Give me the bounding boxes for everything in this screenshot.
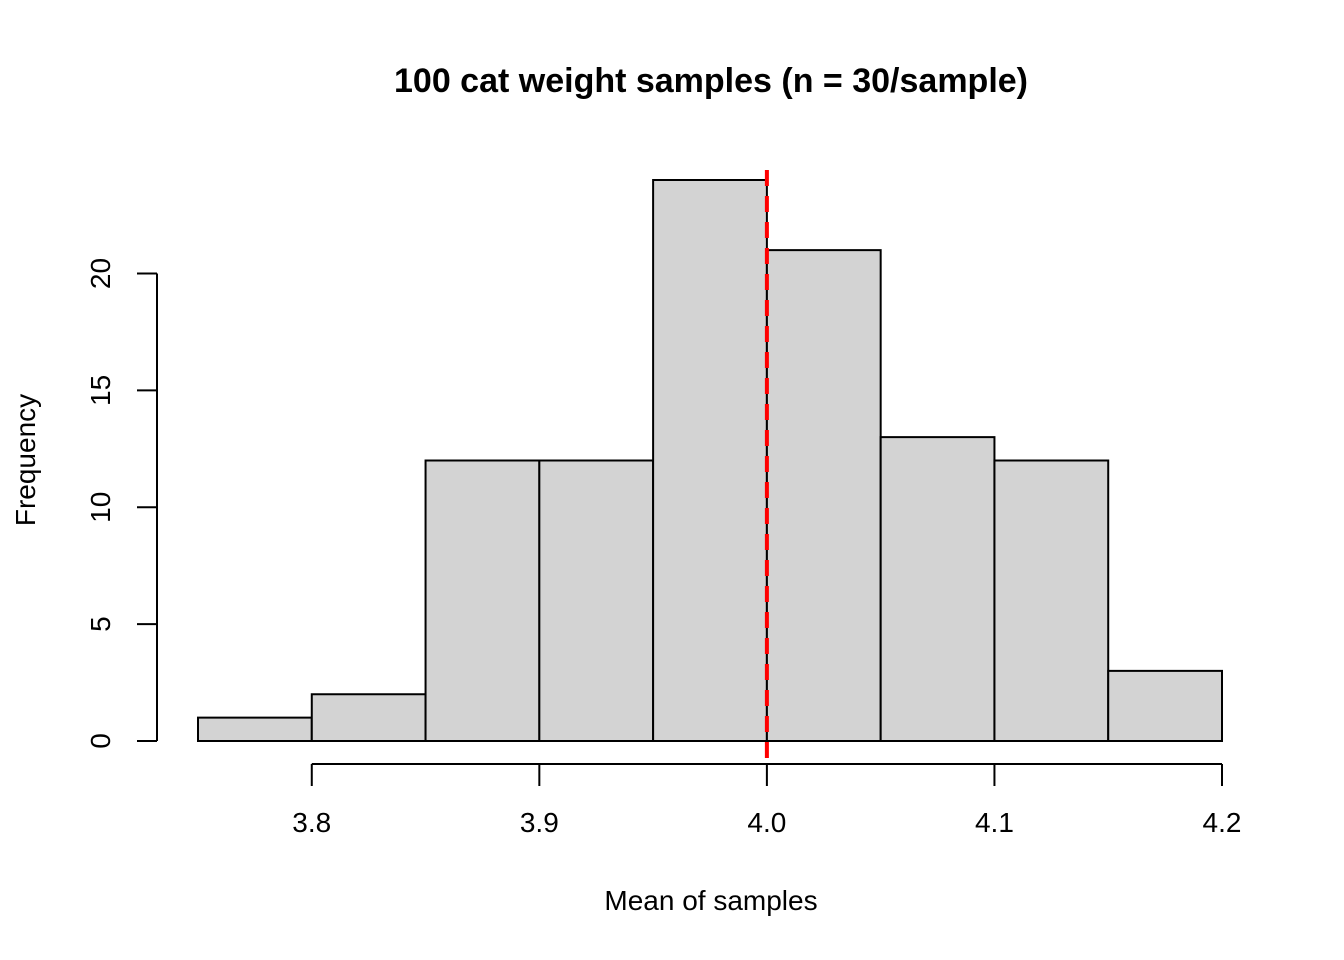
histogram-bar	[879, 436, 996, 742]
x-tick-label: 3.8	[292, 807, 331, 838]
y-tick-label: 5	[85, 616, 116, 632]
histogram-bar	[197, 716, 313, 742]
y-axis-label: Frequency	[10, 394, 41, 526]
histogram-bar	[652, 179, 768, 742]
histogram-bar	[424, 459, 541, 742]
x-tick-label: 4.0	[747, 807, 786, 838]
y-axis: 0 5 10 15 20	[85, 258, 158, 749]
y-tick-label: 10	[85, 492, 116, 523]
histogram-bar	[1107, 669, 1223, 742]
y-tick-label: 15	[85, 375, 116, 406]
bars-group	[197, 179, 1223, 742]
y-tick-label: 0	[85, 733, 116, 749]
x-tick-label: 4.2	[1203, 807, 1242, 838]
histogram-bar	[765, 249, 882, 742]
chart-title: 100 cat weight samples (n = 30/sample)	[394, 62, 1028, 100]
histogram-bar	[310, 693, 427, 742]
x-axis: 3.8 3.9 4.0 4.1 4.2	[292, 763, 1242, 838]
y-tick-label: 20	[85, 258, 116, 289]
x-tick-label: 4.1	[975, 807, 1014, 838]
x-tick-label: 3.9	[520, 807, 559, 838]
histogram-bar	[538, 459, 655, 742]
histogram-bar	[993, 459, 1110, 742]
x-axis-label: Mean of samples	[604, 885, 817, 916]
